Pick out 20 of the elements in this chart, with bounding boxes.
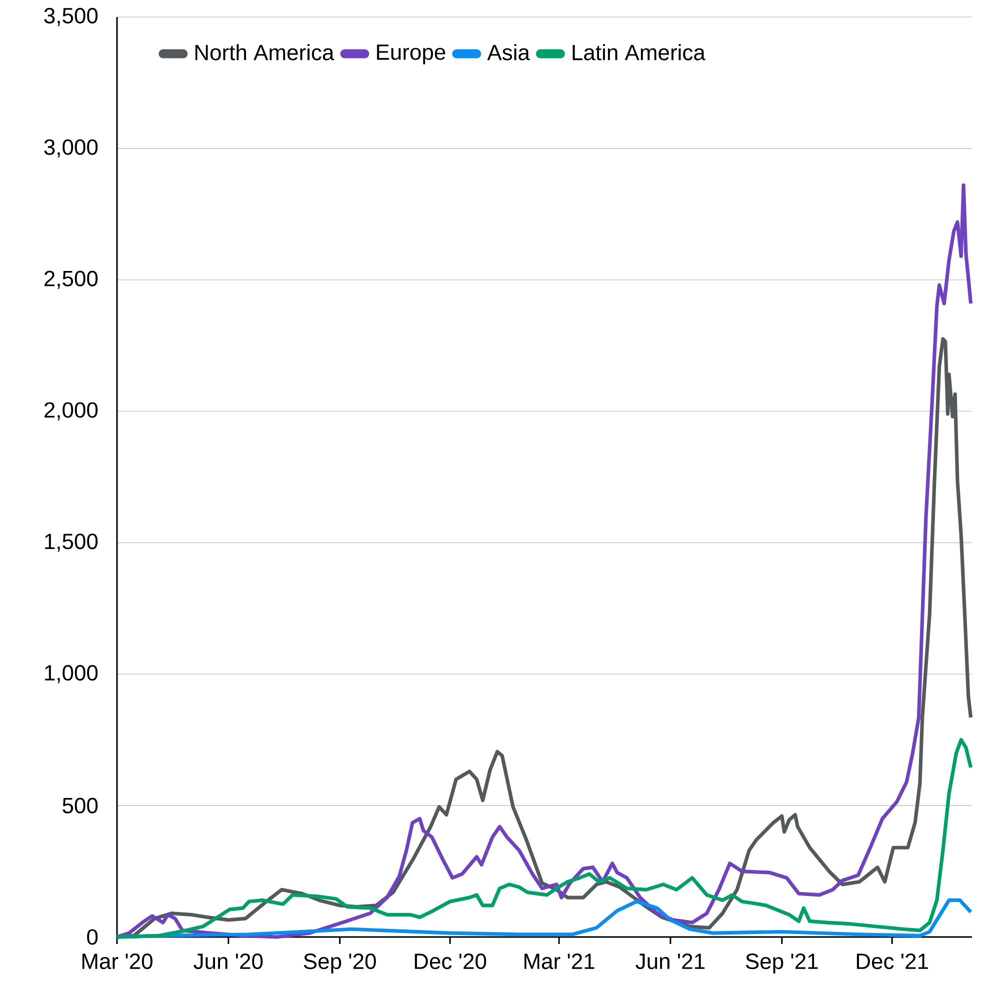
legend-label: Europe — [377, 44, 446, 64]
y-tick-label: 1,000 — [45, 665, 98, 684]
x-tick-label: Dec '20 — [414, 954, 486, 970]
y-tick-label: 3,500 — [44, 8, 98, 26]
y-tick-label: 500 — [62, 798, 98, 814]
legend-label: North America — [195, 44, 334, 60]
x-tick-label: Mar '21 — [524, 954, 594, 970]
x-tick-label: Sep '21 — [746, 954, 818, 974]
y-tick-label: 2,500 — [44, 270, 98, 289]
x-tick-label: Jun '20 — [194, 954, 263, 970]
x-tick-label: Sep '20 — [304, 954, 376, 974]
y-tick-label: 0 — [87, 929, 98, 945]
x-tick-label: Jun '21 — [636, 954, 704, 970]
y-tick-label: 3,000 — [44, 139, 98, 158]
legend-label: Asia — [487, 44, 530, 60]
legend-label: Latin America — [572, 44, 706, 60]
y-tick-label: 2,000 — [44, 402, 98, 420]
x-tick-label: Dec '21 — [856, 954, 928, 970]
y-tick-label: 1,500 — [45, 534, 98, 552]
x-tick-label: Mar '20 — [82, 954, 152, 970]
